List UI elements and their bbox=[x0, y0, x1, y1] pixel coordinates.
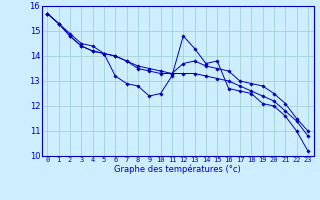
X-axis label: Graphe des températures (°c): Graphe des températures (°c) bbox=[114, 165, 241, 174]
